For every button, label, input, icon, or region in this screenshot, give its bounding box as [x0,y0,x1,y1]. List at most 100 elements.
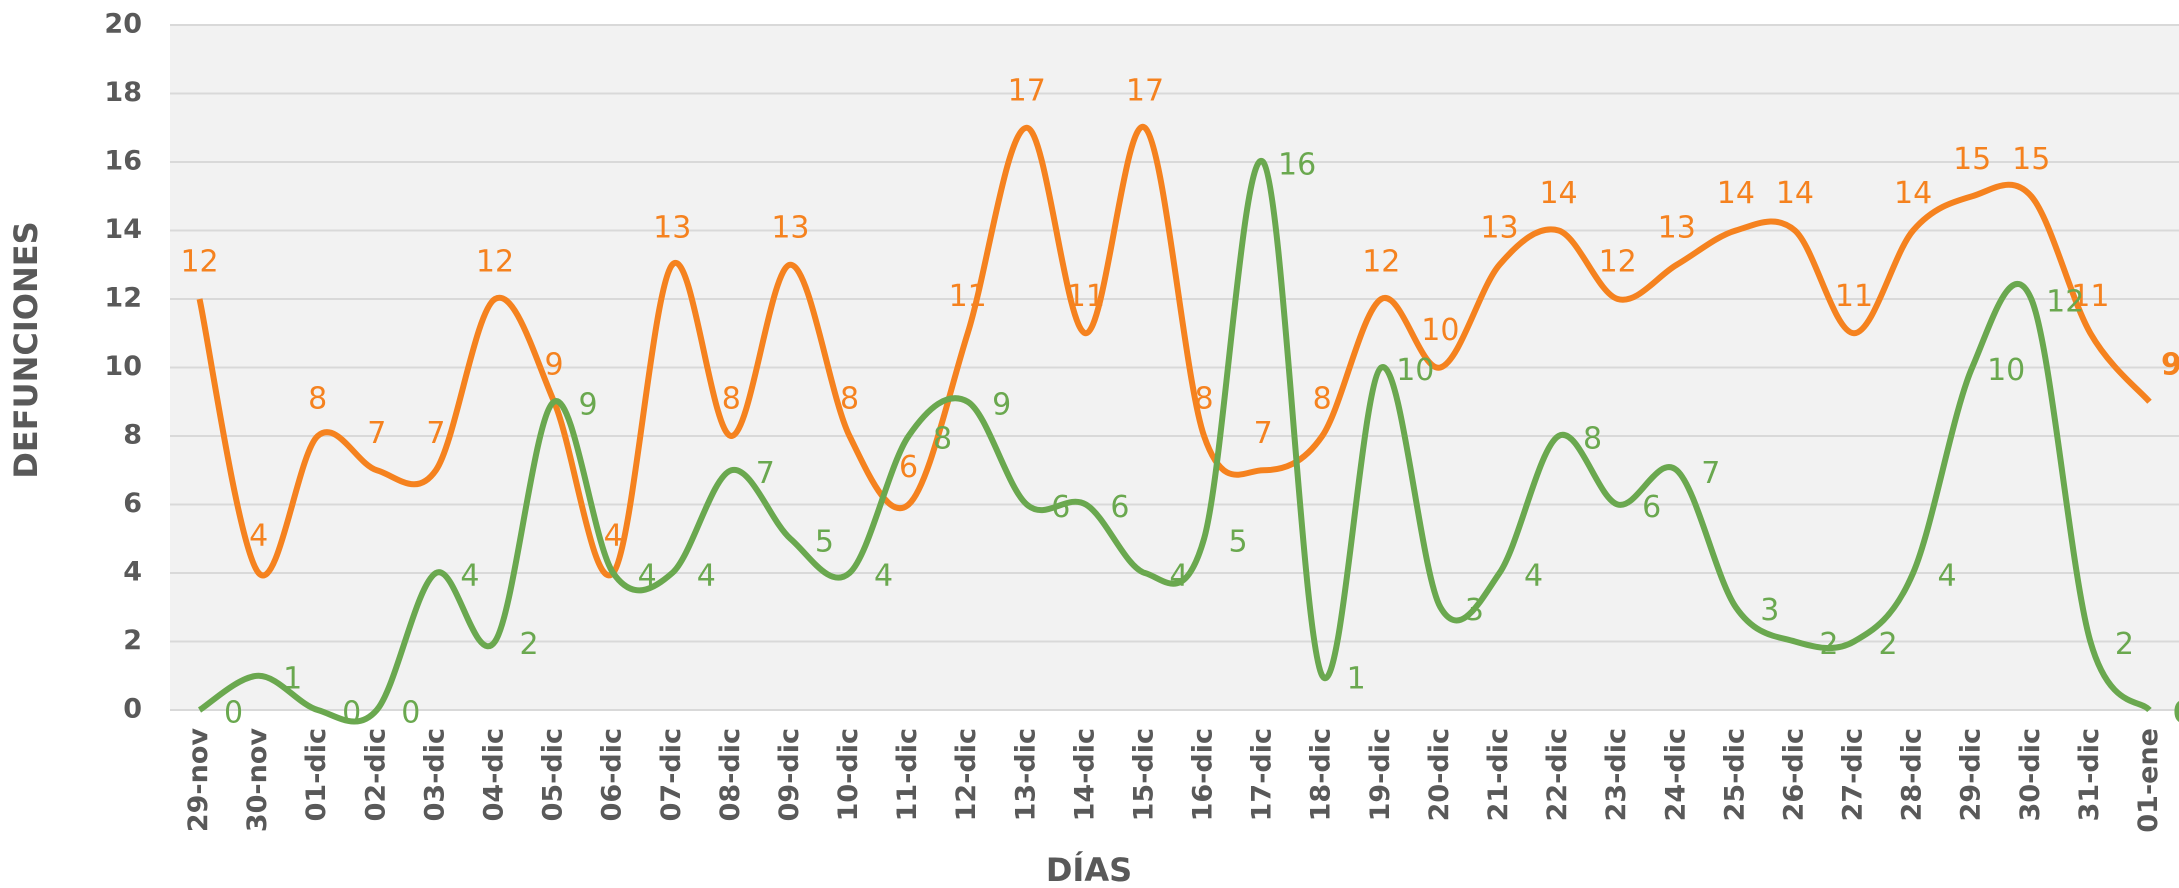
x-tick-label: 10-dic [833,728,864,821]
x-tick-label: 27-dic [1838,728,1869,821]
data-label: 2 [1819,627,1838,662]
x-tick-label: 17-dic [1247,728,1278,821]
y-tick-label: 0 [123,694,142,725]
x-tick-label: 15-dic [1128,728,1159,821]
data-label: 15 [2012,142,2050,177]
x-tick-label: 19-dic [1365,728,1396,821]
data-label: 7 [1701,456,1720,491]
data-label: 4 [1524,559,1543,594]
x-tick-label: 26-dic [1778,728,1809,821]
data-label: 5 [815,524,834,559]
data-label: 4 [1938,559,1957,594]
data-label: 12 [1599,245,1637,280]
data-label: 10 [1396,353,1434,388]
x-tick-label: 31-dic [2074,728,2105,821]
data-label: 13 [1658,210,1696,245]
x-tick-label: 04-dic [478,728,509,821]
x-tick-label: 18-dic [1306,728,1337,821]
y-tick-label: 18 [104,77,142,108]
x-tick-label: 30-dic [2015,728,2046,821]
data-label: 0 [401,696,420,731]
data-label: 12 [1362,245,1400,280]
y-tick-label: 12 [104,283,142,314]
line [197,158,2152,725]
x-tick-label: 09-dic [774,728,805,821]
x-axis-title: DÍAS [1046,851,1132,888]
x-tick-label: 24-dic [1660,728,1691,821]
data-label: 7 [756,456,775,491]
y-tick-label: 6 [123,488,142,519]
x-tick-label: 01-ene [2133,728,2164,833]
data-label: 6 [899,450,918,485]
data-label: 13 [1480,210,1518,245]
data-label: 3 [1465,593,1484,628]
data-label: 0 [224,696,243,731]
data-label: 17 [1126,73,1164,108]
x-tick-label: 11-dic [892,728,923,821]
data-label: 9 [992,387,1011,422]
data-label: 8 [308,382,327,417]
data-label: 4 [249,519,268,554]
data-label: 4 [604,519,623,554]
data-label: 4 [460,559,479,594]
x-tick-label: 12-dic [951,728,982,821]
data-label: 7 [367,416,386,451]
data-label: 14 [1894,176,1932,211]
x-tick-label: 29-nov [183,728,214,833]
x-tick-label: 01-dic [301,728,332,821]
data-label: 4 [638,559,657,594]
data-label: 7 [1254,416,1273,451]
data-label: 17 [1008,73,1046,108]
x-tick-label: 23-dic [1601,728,1632,821]
data-label: 0 [2173,696,2179,731]
data-label: 8 [722,382,741,417]
x-tick-label: 02-dic [360,728,391,821]
data-label: 13 [771,210,809,245]
data-label: 16 [1278,148,1316,183]
y-axis-title: DEFUNCIONES [7,221,45,478]
x-tick-label: 03-dic [419,728,450,821]
x-tick-label: 30-nov [242,728,273,833]
y-tick-label: 14 [104,214,142,245]
data-label: 8 [840,382,859,417]
data-label: 4 [1169,559,1188,594]
data-label: 9 [545,347,564,382]
x-tick-label: 21-dic [1483,728,1514,821]
data-label: 6 [1642,490,1661,525]
data-label: 1 [1347,661,1366,696]
data-label: 6 [1110,490,1129,525]
data-label: 15 [1953,142,1991,177]
data-label: 2 [2115,627,2134,662]
y-tick-label: 8 [123,420,142,451]
data-label: 8 [1583,422,1602,457]
data-label: 8 [1313,382,1332,417]
data-label: 10 [1421,313,1459,348]
y-tick-label: 20 [104,9,142,40]
data-label: 2 [519,627,538,662]
y-tick-label: 4 [123,557,142,588]
y-tick-label: 10 [104,351,142,382]
data-label: 11 [949,279,987,314]
data-label: 12 [2046,285,2084,320]
data-label: 5 [1228,524,1247,559]
data-label: 8 [933,422,952,457]
y-tick-label: 2 [123,625,142,656]
data-label: 11 [1835,279,1873,314]
x-tick-label: 13-dic [1010,728,1041,821]
data-label: 14 [1776,176,1814,211]
x-tick-label: 16-dic [1188,728,1219,821]
data-label: 9 [2161,347,2179,382]
data-label: 3 [1760,593,1779,628]
x-tick-label: 25-dic [1719,728,1750,821]
y-tick-label: 16 [104,146,142,177]
x-tick-label: 05-dic [538,728,569,821]
data-label: 11 [1067,279,1105,314]
data-label: 7 [426,416,445,451]
data-label: 6 [1051,490,1070,525]
x-tick-label: 29-dic [1956,728,1987,821]
line [196,124,2152,579]
x-tick-label: 07-dic [656,728,687,821]
data-label: 8 [1194,382,1213,417]
x-tick-label: 06-dic [597,728,628,821]
